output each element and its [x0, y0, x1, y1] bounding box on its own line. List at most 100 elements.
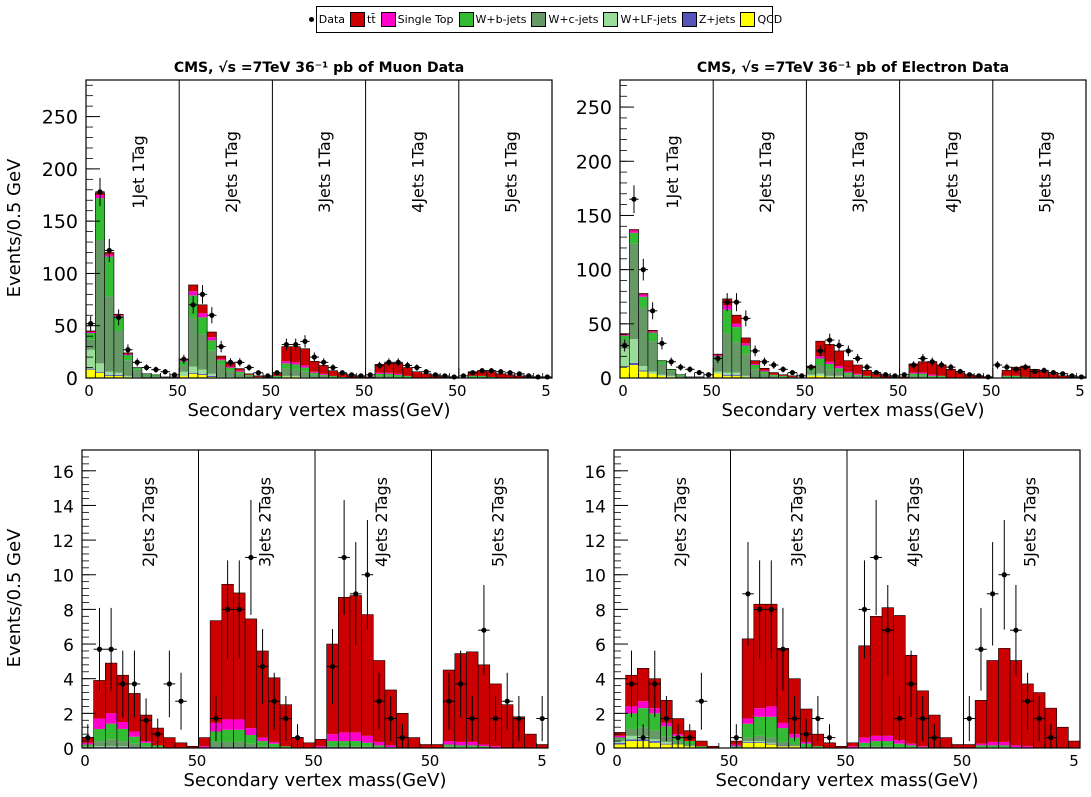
bar-wc-r0-b3	[648, 730, 661, 740]
data-point-r2-b4	[311, 354, 317, 360]
bar-qcd-r2-b0	[806, 375, 816, 378]
y-tick-label-7: 14	[584, 497, 606, 517]
legend-label-7: QCD	[757, 13, 783, 26]
data-point-r2-b6	[920, 715, 926, 722]
data-point-r4-b3	[1022, 364, 1029, 370]
bar-wc-r1-b2	[221, 741, 234, 748]
bar-ttbar-r2-b4	[893, 615, 906, 741]
bar-singletop-r3-b1	[908, 372, 919, 374]
bar-wc-r1-b3	[741, 354, 751, 376]
region-label-2: 4Jets 2Tags	[372, 477, 391, 567]
bar-wlf-r1-b0	[179, 371, 189, 376]
bar-wc-r1-b5	[225, 370, 236, 377]
bar-singletop-r0-b0	[620, 334, 630, 336]
bar-zjets-r1-b2	[197, 373, 208, 375]
data-point-r2-b8	[883, 372, 889, 378]
data-point-r1-b3	[768, 606, 774, 612]
bar-wlf-r2-b1	[281, 375, 292, 377]
bar-wb-r0-b5	[140, 742, 152, 747]
y-tick-label-8: 16	[584, 463, 606, 483]
data-point-r0-b2	[108, 646, 114, 652]
bar-wb-r2-b3	[300, 367, 310, 372]
data-point-r2-b6	[388, 715, 394, 722]
bar-singletop-r1-b5	[225, 366, 236, 368]
bar-qcd-r0-b4	[657, 375, 667, 378]
y-tick-label-1: 2	[63, 705, 74, 725]
bar-singletop-r3-b4	[1010, 745, 1022, 748]
bar-singletop-r1-b4	[216, 359, 226, 361]
bar-wc-r0-b0	[614, 739, 626, 742]
legend-label-0: Data	[318, 13, 345, 26]
bar-wc-r2-b2	[291, 369, 301, 376]
bar-singletop-r1-b3	[233, 719, 246, 730]
bar-wc-r2-b0	[806, 370, 816, 375]
bar-wlf-r0-b3	[113, 372, 124, 375]
bar-wb-r2-b5	[905, 745, 917, 748]
bar-ttbar-r1-b8	[787, 375, 798, 377]
x-axis-title: Secondary vertex mass(GeV)	[187, 400, 450, 421]
legend-entry-7: QCD	[740, 12, 782, 27]
data-point-r1-b2	[733, 299, 740, 305]
bar-zjets-r0-b1	[629, 362, 639, 365]
x-tick-label-1: 5	[720, 752, 730, 770]
data-point-r3-b4	[1013, 627, 1019, 633]
bar-singletop-r2-b6	[916, 746, 929, 748]
region-label-3: 4Jets 1Tag	[942, 131, 961, 213]
x-tick-label-1: 5	[702, 382, 712, 400]
bar-wb-r2-b1	[858, 742, 871, 747]
bar-ttbar-r1-b0	[198, 737, 211, 747]
bar-singletop-r1-b0	[198, 746, 211, 748]
bar-singletop-r1-b6	[268, 741, 281, 744]
bar-ttbar-r1-b2	[197, 304, 208, 314]
bar-ttbar-r3-b9	[1068, 741, 1080, 748]
bar-zjets-r0-b2	[104, 374, 114, 376]
legend-swatch-3	[458, 12, 474, 27]
bar-ttbar-r2-b7	[871, 373, 881, 377]
data-point-r0-b5	[134, 359, 140, 365]
bar-qcd-r1-b2	[197, 374, 208, 378]
y-tick-label-1: 50	[54, 316, 78, 338]
data-point-r1-b5	[227, 359, 234, 365]
bar-singletop-r1-b4	[245, 728, 257, 736]
data-point-r2-b4	[896, 715, 903, 722]
bar-singletop-r2-b3	[881, 735, 894, 742]
bar-wb-r3-b4	[402, 375, 413, 377]
bar-wc-r1-b7	[244, 375, 254, 378]
data-point-r0-b6	[143, 364, 150, 371]
bar-wc-r0-b5	[666, 370, 676, 376]
data-point-r1-b1	[213, 715, 219, 722]
data-point-r4-b8	[1069, 373, 1075, 379]
data-point-r1-b3	[743, 315, 749, 321]
bar-ttbar-r1-b3	[741, 337, 751, 344]
bar-wb-r2-b1	[326, 741, 339, 747]
bar-ttbar-r2-b4	[309, 361, 319, 372]
data-point-r4-b7	[526, 373, 532, 379]
bar-singletop-r2-b1	[815, 356, 826, 359]
data-point-r3-b3	[395, 359, 401, 365]
bar-ttbar-r1-b6	[769, 372, 779, 375]
bar-ttbar-r4-b4	[496, 373, 506, 378]
bar-wlf-r0-b2	[638, 366, 648, 371]
data-point-r0-b4	[131, 681, 138, 687]
bar-singletop-r2-b0	[315, 746, 327, 748]
data-point-r2-b7	[931, 735, 937, 741]
bar-ttbar-r3-b3	[927, 361, 937, 375]
y-tick-label-1: 2	[595, 705, 606, 725]
bar-zjets-r0-b2	[638, 370, 648, 372]
data-point-r3-b0	[901, 372, 907, 378]
y-tick-label-0: 0	[63, 740, 74, 760]
data-point-r3-b3	[1001, 572, 1007, 578]
bar-singletop-r2-b3	[349, 732, 362, 742]
bar-wb-r0-b4	[657, 360, 667, 364]
region-label-0: 1Jet 1Tag	[663, 135, 682, 208]
data-point-r3-b1	[446, 698, 452, 704]
data-point-r1-b5	[761, 359, 768, 365]
data-point-r1-b1	[745, 591, 751, 597]
region-label-0: 2Jets 2Tags	[139, 477, 158, 567]
legend-swatch-2	[380, 12, 396, 27]
y-tick-label-4: 200	[42, 159, 78, 181]
data-point-r3-b3	[469, 715, 475, 722]
data-point-r1-b0	[181, 356, 187, 362]
y-tick-label-2: 100	[576, 260, 612, 282]
